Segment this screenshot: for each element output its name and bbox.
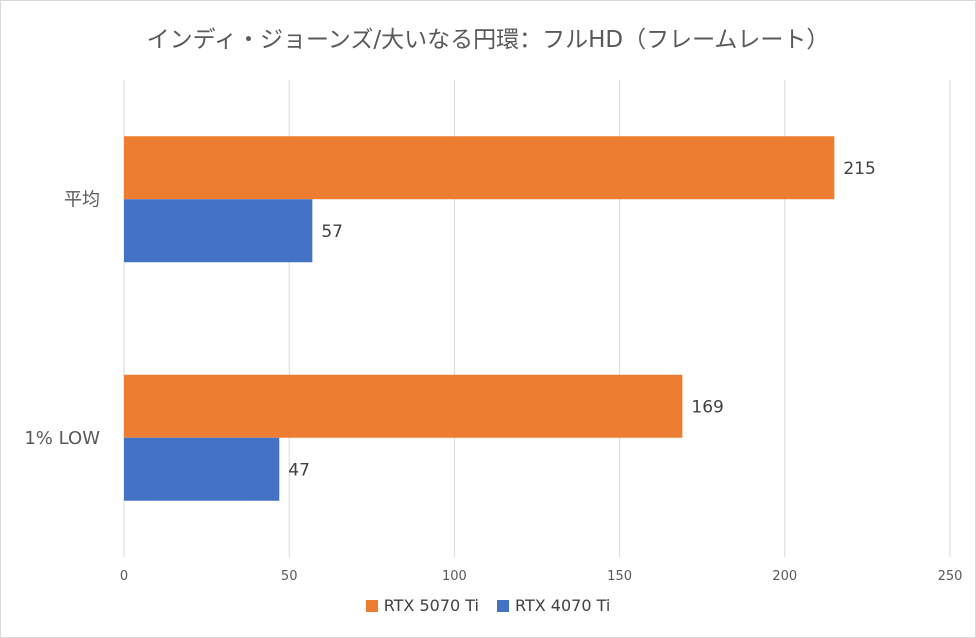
x-tick-label-3: 150: [607, 569, 632, 584]
bar-1-0: [124, 374, 683, 438]
category-label-0: 平均: [64, 189, 100, 210]
data-label-0-0: 215: [843, 159, 875, 179]
x-tick-label-0: 0: [120, 569, 128, 584]
x-tick-label-2: 100: [442, 569, 467, 584]
data-label-0-1: 57: [321, 222, 343, 242]
category-label-1: 1% LOW: [24, 428, 100, 449]
chart-legend: RTX 5070 Ti RTX 4070 Ti: [0, 596, 976, 615]
legend-swatch-0: [365, 599, 378, 612]
x-tick-label-5: 250: [938, 569, 963, 584]
bar-0-0: [124, 136, 835, 200]
legend-swatch-1: [497, 599, 509, 612]
bar-1-1: [124, 437, 280, 501]
legend-label-1: RTX 4070 Ti: [515, 596, 611, 615]
legend-item-0: RTX 5070 Ti: [365, 596, 479, 615]
chart-title: インディ・ジョーンズ/大いなる円環：フルHD（フレームレート）: [146, 27, 830, 53]
legend-item-1: RTX 4070 Ti: [497, 596, 610, 615]
data-label-1-1: 47: [288, 460, 310, 480]
data-label-1-0: 169: [691, 397, 723, 417]
x-tick-label-1: 50: [281, 569, 298, 584]
x-tick-label-4: 200: [772, 569, 797, 584]
legend-label-0: RTX 5070 Ti: [383, 596, 479, 615]
bar-0-1: [124, 199, 313, 263]
